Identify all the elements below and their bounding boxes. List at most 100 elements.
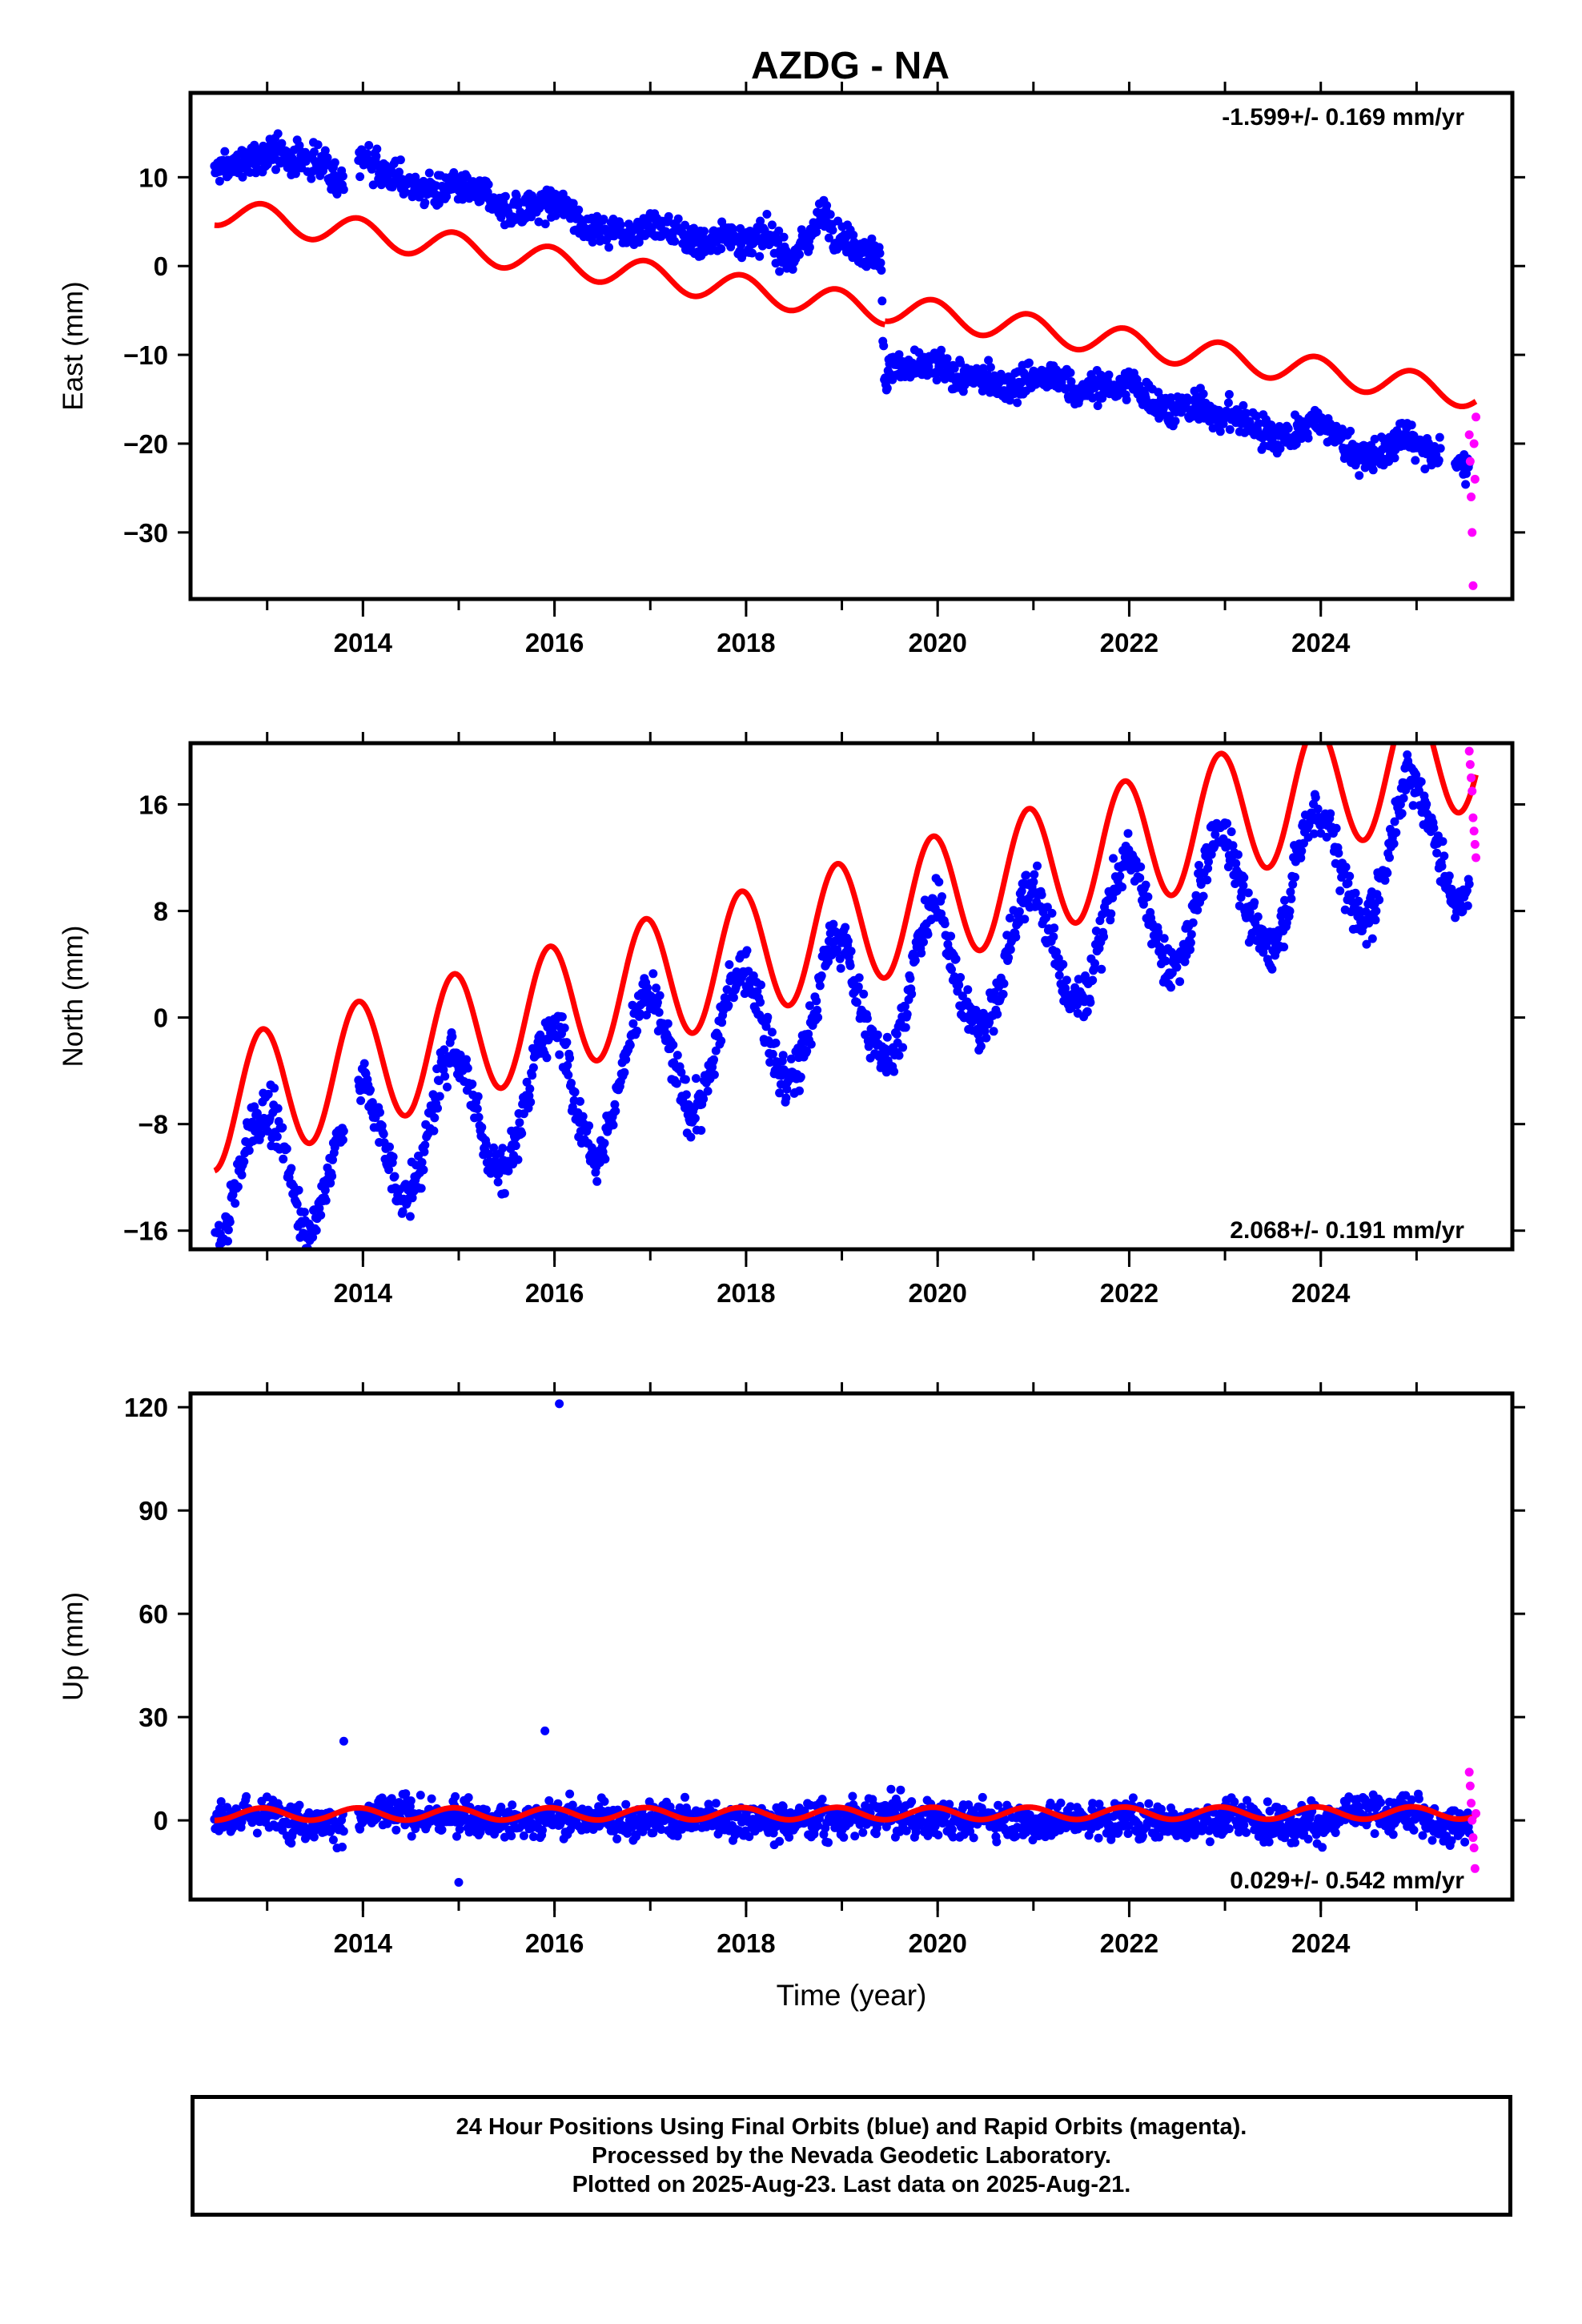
data-point bbox=[1058, 959, 1068, 969]
data-point bbox=[500, 1188, 509, 1198]
data-point bbox=[917, 948, 926, 958]
data-point bbox=[308, 1232, 318, 1242]
data-point bbox=[829, 919, 838, 929]
data-point bbox=[584, 1121, 594, 1131]
data-point bbox=[729, 993, 738, 1003]
data-point bbox=[717, 244, 726, 254]
data-point bbox=[938, 892, 946, 902]
rapid-point bbox=[1465, 760, 1475, 770]
data-point bbox=[767, 1027, 777, 1037]
data-point bbox=[1263, 1797, 1272, 1807]
data-point bbox=[250, 1102, 259, 1112]
data-point bbox=[882, 384, 892, 393]
data-point bbox=[717, 1018, 727, 1027]
y-tick-label: −10 bbox=[123, 340, 168, 370]
data-point bbox=[709, 1070, 719, 1080]
data-point bbox=[836, 963, 845, 973]
data-point bbox=[1245, 907, 1255, 917]
data-point bbox=[287, 1164, 296, 1173]
data-point bbox=[1380, 875, 1390, 885]
data-point bbox=[1367, 934, 1377, 943]
data-point bbox=[534, 217, 544, 227]
final-orbits-points bbox=[210, 129, 1474, 489]
data-point bbox=[635, 1009, 644, 1019]
data-point bbox=[954, 980, 964, 990]
data-point bbox=[1186, 945, 1195, 955]
x-tick-label: 2022 bbox=[1100, 1278, 1158, 1308]
x-tick-label: 2024 bbox=[1291, 1278, 1351, 1308]
plot-area bbox=[211, 743, 1481, 1249]
data-point bbox=[355, 172, 365, 182]
data-point bbox=[522, 1077, 532, 1087]
data-point bbox=[1331, 823, 1341, 833]
data-point bbox=[689, 223, 699, 233]
data-point bbox=[391, 1825, 401, 1835]
data-point bbox=[1354, 896, 1363, 906]
data-point bbox=[945, 1799, 954, 1809]
data-point bbox=[235, 164, 245, 174]
data-point bbox=[795, 250, 804, 259]
data-point bbox=[1136, 862, 1146, 871]
data-point bbox=[215, 176, 224, 186]
data-point bbox=[1370, 434, 1379, 444]
data-point bbox=[1346, 426, 1355, 436]
data-point bbox=[621, 1799, 631, 1809]
data-point bbox=[765, 1058, 775, 1067]
x-tick-label: 2024 bbox=[1291, 628, 1351, 657]
data-point bbox=[270, 1084, 279, 1093]
data-point bbox=[1006, 945, 1015, 955]
data-point bbox=[500, 191, 510, 201]
data-point bbox=[565, 1053, 575, 1063]
data-point bbox=[1022, 870, 1031, 880]
x-tick-label: 2020 bbox=[908, 628, 966, 657]
data-point bbox=[1082, 1007, 1092, 1016]
data-point bbox=[1326, 809, 1335, 818]
data-point bbox=[1439, 851, 1449, 861]
data-point bbox=[756, 216, 765, 226]
data-point bbox=[892, 1029, 901, 1039]
data-point bbox=[748, 248, 757, 258]
data-point bbox=[656, 1825, 666, 1834]
data-point bbox=[815, 981, 825, 991]
data-point bbox=[879, 341, 889, 351]
data-point bbox=[850, 1831, 860, 1841]
data-point bbox=[356, 1096, 366, 1105]
data-point bbox=[1322, 832, 1331, 842]
data-point bbox=[263, 1127, 272, 1136]
data-point bbox=[1416, 777, 1426, 786]
data-point bbox=[435, 1092, 444, 1101]
data-point bbox=[508, 1800, 517, 1810]
data-point bbox=[946, 931, 956, 941]
data-point bbox=[781, 1093, 791, 1103]
data-point bbox=[565, 1789, 575, 1799]
data-point bbox=[1429, 823, 1439, 833]
x-tick-label: 2014 bbox=[334, 1278, 393, 1308]
data-point bbox=[665, 1802, 675, 1811]
data-point bbox=[1335, 886, 1345, 895]
data-point bbox=[1362, 939, 1371, 949]
data-point bbox=[900, 1002, 909, 1011]
data-point bbox=[778, 1051, 788, 1060]
data-point bbox=[282, 1144, 291, 1153]
data-point bbox=[1422, 799, 1431, 809]
data-point bbox=[1166, 393, 1175, 403]
data-point bbox=[1397, 809, 1407, 818]
rate-label: -1.599+/- 0.169 mm/yr bbox=[1222, 104, 1464, 131]
data-point bbox=[782, 1084, 792, 1094]
data-point bbox=[406, 1796, 416, 1806]
data-point bbox=[1172, 963, 1182, 972]
data-point bbox=[686, 1132, 696, 1142]
data-point bbox=[477, 1123, 487, 1132]
data-point bbox=[1123, 829, 1133, 838]
data-point bbox=[1399, 794, 1408, 803]
data-point bbox=[1311, 793, 1320, 802]
data-point bbox=[1011, 932, 1021, 942]
data-point bbox=[368, 180, 378, 190]
data-point bbox=[785, 1832, 794, 1842]
data-point bbox=[567, 1079, 576, 1088]
data-point bbox=[812, 996, 821, 1006]
data-point bbox=[1411, 456, 1420, 465]
data-point bbox=[1383, 868, 1392, 878]
data-point bbox=[901, 1023, 910, 1032]
